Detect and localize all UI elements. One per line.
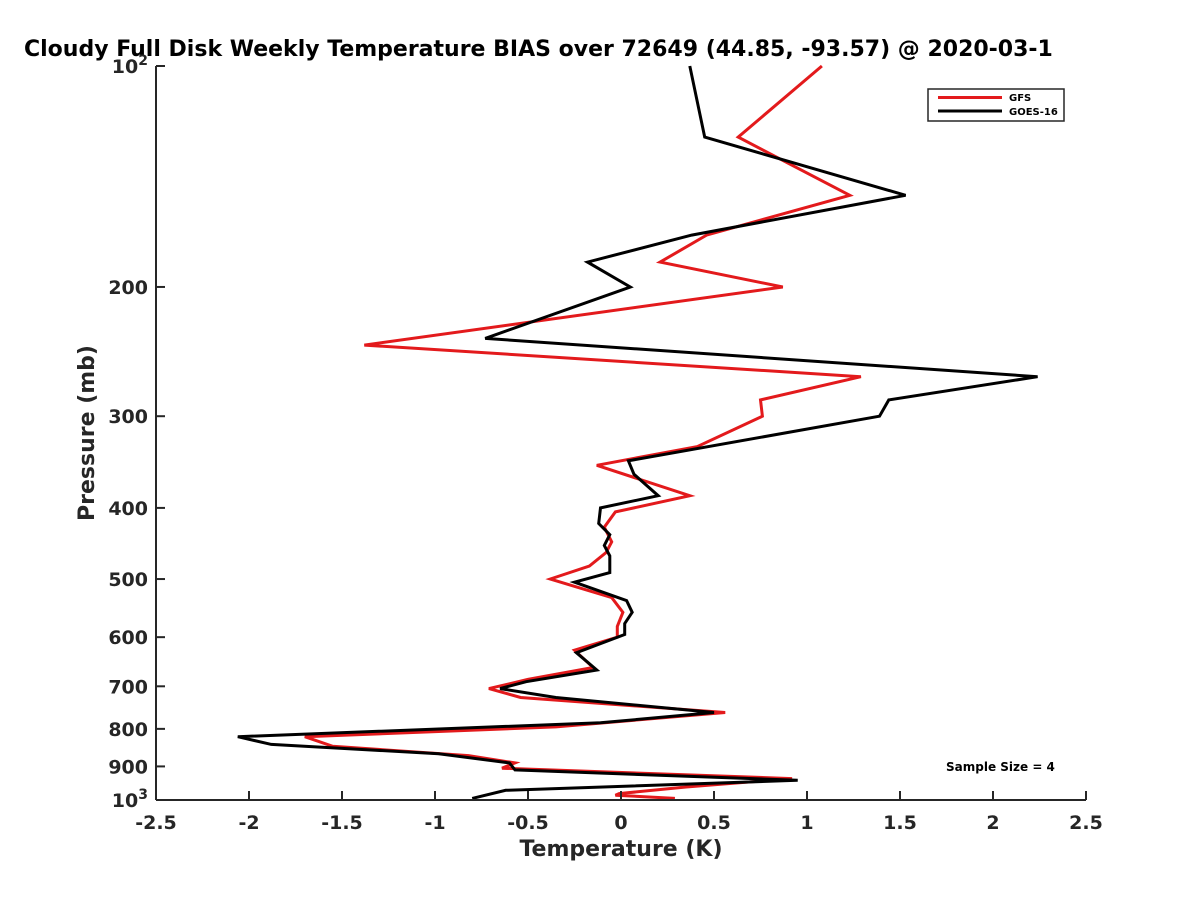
- legend-label-goes-16: GOES-16: [1009, 107, 1058, 118]
- x-tick-label: 0: [614, 812, 627, 834]
- x-tick-label: -2: [238, 812, 259, 834]
- legend-box: [927, 88, 1065, 122]
- y-tick-label: 500: [108, 569, 148, 591]
- x-tick-label: 2.5: [1069, 812, 1103, 834]
- y-ticks: 102 200 300 400 500 600 700 800 900 103: [108, 53, 165, 812]
- series-line-goes-16: [237, 65, 1038, 800]
- y-axis-label: Pressure (mb): [75, 345, 100, 521]
- series-line-gfs: [304, 64, 862, 800]
- y-tick-label: 300: [108, 406, 148, 428]
- legend: GFS GOES-16: [927, 88, 1065, 122]
- sample-size-annotation: Sample Size = 4: [946, 760, 1055, 774]
- y-tick-label: 700: [108, 676, 148, 698]
- x-tick-label: 1: [800, 812, 813, 834]
- x-tick-label: -2.5: [135, 812, 177, 834]
- x-axis-label: Temperature (K): [519, 837, 722, 862]
- y-tick-label: 800: [108, 719, 148, 741]
- y-tick-label: 400: [108, 498, 148, 520]
- y-tick-label: 600: [108, 627, 148, 649]
- x-tick-label: 0.5: [697, 812, 731, 834]
- x-tick-label: -0.5: [507, 812, 549, 834]
- x-tick-label: 1.5: [883, 812, 917, 834]
- chart-title: Cloudy Full Disk Weekly Temperature BIAS…: [24, 37, 1053, 62]
- x-tick-label: -1: [424, 812, 445, 834]
- y-tick-label: 103: [112, 787, 148, 812]
- series-layer: [237, 64, 1038, 800]
- legend-label-gfs: GFS: [1009, 93, 1031, 104]
- y-tick-label: 900: [108, 756, 148, 778]
- x-ticks: -2.5 -2 -1.5 -1 -0.5 0 0.5 1 1.5 2 2.5: [135, 791, 1103, 834]
- y-tick-label: 102: [112, 53, 148, 78]
- x-tick-label: -1.5: [321, 812, 363, 834]
- y-tick-label: 200: [108, 277, 148, 299]
- x-tick-label: 2: [986, 812, 999, 834]
